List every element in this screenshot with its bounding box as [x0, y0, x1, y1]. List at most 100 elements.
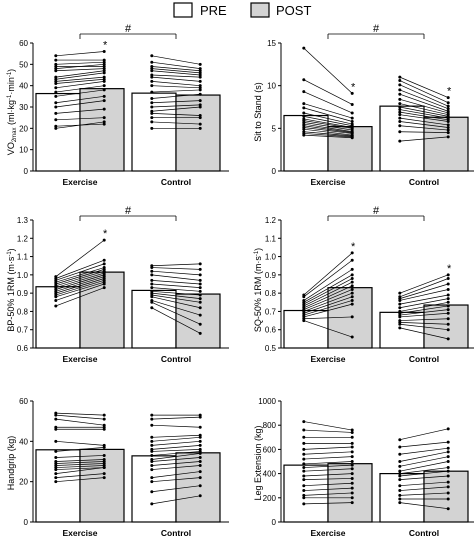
ylabel-end: ): [253, 248, 263, 251]
individual-line: [399, 121, 449, 128]
individual-point-post: [198, 425, 202, 429]
individual-point-pre: [150, 64, 154, 68]
individual-point-pre: [302, 447, 306, 451]
individual-line: [303, 118, 353, 128]
individual-point-post: [350, 136, 354, 140]
bar-pre: [379, 105, 425, 172]
individual-point-pre: [54, 111, 58, 115]
individual-line: [303, 300, 353, 316]
individual-line: [55, 274, 105, 290]
individual-point-pre: [150, 490, 154, 494]
ylabel-main: Handgrip (kg): [6, 436, 16, 491]
individual-point-pre: [302, 502, 306, 506]
individual-point-post: [198, 103, 202, 107]
individual-point-post: [198, 282, 202, 286]
individual-line: [303, 128, 353, 136]
individual-point-post: [198, 105, 202, 109]
individual-line: [303, 421, 353, 431]
y-tick-label: 400: [263, 470, 277, 479]
y-tick-label: 200: [263, 494, 277, 503]
individual-point-post: [446, 282, 450, 286]
legend: PRE POST: [173, 2, 311, 18]
individual-line: [55, 465, 105, 468]
ylabel-main: Leg Extension (kg): [253, 425, 263, 500]
individual-point-pre: [302, 474, 306, 478]
individual-line: [55, 95, 105, 104]
individual-point-post: [350, 315, 354, 319]
individual-line: [55, 283, 105, 301]
individual-point-pre: [54, 58, 58, 62]
bar-pre: [35, 286, 81, 349]
individual-point-pre: [54, 101, 58, 105]
significance-star: *: [351, 241, 356, 253]
individual-point-pre: [398, 460, 402, 463]
individual-line: [55, 121, 105, 129]
individual-point-post: [198, 114, 202, 118]
y-tick-label: 1.1: [17, 253, 29, 262]
individual-point-pre: [398, 472, 402, 476]
individual-line: [399, 283, 449, 299]
individual-point-pre: [54, 82, 58, 86]
y-tick-label: 20: [19, 478, 28, 487]
individual-line: [303, 47, 353, 94]
individual-line: [399, 441, 449, 448]
individual-point-post: [446, 128, 450, 132]
individual-line: [151, 70, 201, 76]
individual-point-pre: [54, 126, 58, 130]
individual-line: [55, 68, 105, 72]
individual-point-post: [198, 484, 202, 488]
ylabel-exp1: -1: [7, 251, 13, 257]
individual-line: [151, 74, 201, 78]
individual-line: [55, 272, 105, 288]
individual-line: [399, 322, 449, 325]
individual-point-pre: [302, 114, 306, 118]
bar-post: [423, 470, 469, 523]
individual-line: [303, 492, 353, 496]
ylabel-exp2: -1: [7, 71, 13, 77]
individual-point-post: [350, 91, 354, 95]
individual-point-pre: [150, 435, 154, 439]
individual-line: [55, 459, 105, 462]
individual-point-post: [198, 322, 202, 326]
category-label: Exercise: [311, 177, 346, 187]
individual-line: [303, 134, 353, 139]
individual-line: [151, 61, 201, 69]
individual-point-post: [102, 50, 106, 54]
individual-point-post: [198, 122, 202, 126]
individual-point-pre: [150, 300, 154, 304]
individual-point-pre: [150, 443, 154, 447]
individual-line: [55, 281, 105, 298]
individual-line: [399, 301, 449, 312]
individual-point-post: [446, 485, 450, 489]
individual-point-post: [198, 455, 202, 459]
individual-line: [55, 108, 105, 114]
individual-line: [55, 81, 105, 89]
individual-point-post: [350, 472, 354, 476]
individual-point-pre: [150, 439, 154, 443]
individual-point-post: [102, 77, 106, 81]
individual-line: [151, 89, 201, 93]
significance-hash: #: [125, 23, 132, 35]
individual-point-pre: [150, 109, 154, 113]
individual-line: [399, 323, 449, 331]
y-tick-label: 20: [19, 124, 28, 133]
individual-point-pre: [302, 493, 306, 497]
individual-point-pre: [150, 120, 154, 124]
individual-point-post: [102, 258, 106, 262]
category-label: Exercise: [311, 354, 346, 364]
individual-point-pre: [150, 101, 154, 105]
individual-line: [303, 278, 353, 305]
individual-point-pre: [150, 116, 154, 120]
individual-point-pre: [398, 75, 402, 79]
ylabel-exp1: -1: [7, 94, 13, 100]
y-tick-label: 40: [19, 82, 28, 91]
bar-pre: [283, 114, 329, 172]
individual-point-post: [198, 116, 202, 120]
individual-point-post: [446, 293, 450, 297]
significance-hash: #: [125, 205, 132, 217]
individual-line: [399, 80, 449, 104]
individual-line: [55, 463, 105, 466]
individual-point-post: [446, 107, 450, 111]
individual-point-pre: [302, 478, 306, 482]
individual-point-post: [350, 486, 354, 490]
